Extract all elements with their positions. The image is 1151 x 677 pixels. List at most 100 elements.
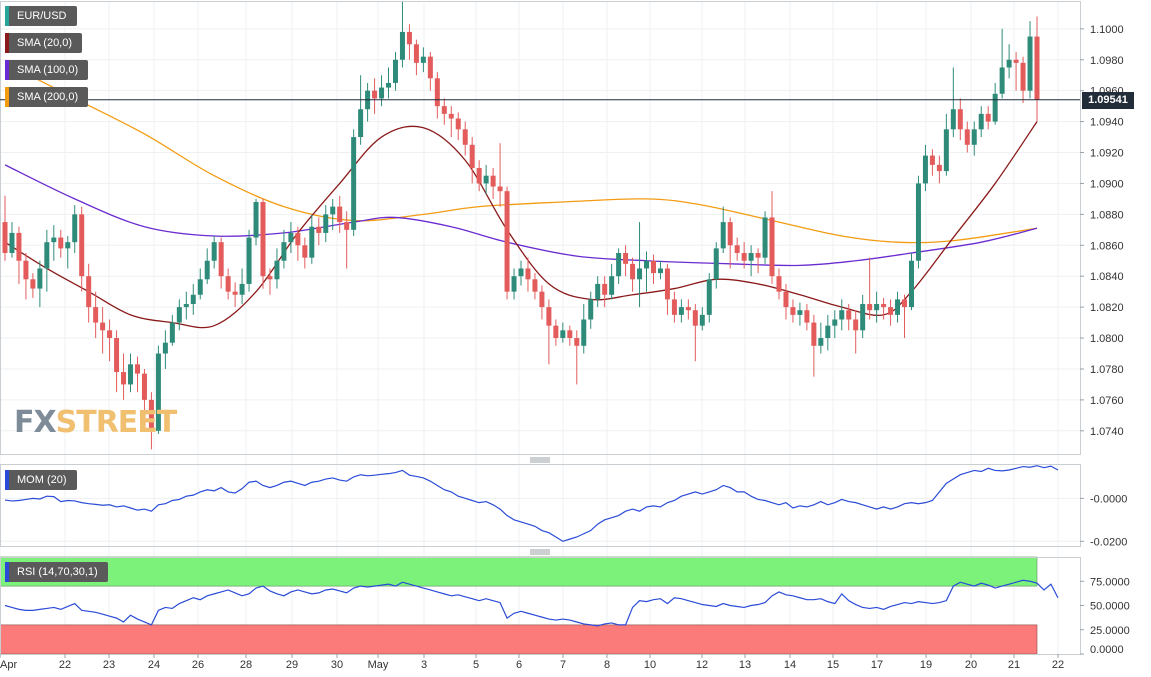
candle-body bbox=[637, 268, 643, 280]
candle-body bbox=[818, 338, 824, 346]
x-tick-label: 14 bbox=[784, 659, 796, 671]
panel-splitter-2[interactable] bbox=[530, 549, 550, 555]
label-sma100[interactable]: SMA (100,0) bbox=[5, 60, 89, 80]
label-pair[interactable]: EUR/USD bbox=[5, 6, 77, 26]
x-tick-label: 24 bbox=[148, 659, 160, 671]
candle-body bbox=[51, 237, 57, 243]
candle-body bbox=[504, 191, 510, 292]
candle-body bbox=[114, 338, 120, 373]
candle bbox=[818, 322, 824, 354]
candle-body bbox=[999, 67, 1005, 94]
candle bbox=[832, 310, 838, 339]
candle bbox=[657, 260, 663, 280]
candle-body bbox=[657, 268, 663, 274]
candle bbox=[943, 113, 949, 176]
candle bbox=[671, 291, 677, 323]
candle-body bbox=[720, 222, 726, 249]
panel-splitter-1[interactable] bbox=[530, 457, 550, 463]
x-tick-label: 10 bbox=[644, 659, 656, 671]
candle bbox=[260, 198, 266, 289]
label-sma200[interactable]: SMA (200,0) bbox=[5, 87, 89, 107]
candle bbox=[295, 226, 301, 261]
fxstreet-logo: FXSTREET bbox=[14, 405, 177, 440]
candle-body bbox=[748, 253, 754, 261]
candle bbox=[134, 356, 140, 393]
candle-body bbox=[650, 260, 656, 274]
candle-body bbox=[79, 214, 85, 277]
candle-body bbox=[44, 242, 50, 269]
y-tick-label: 1.0860 bbox=[1090, 240, 1124, 252]
candle bbox=[476, 160, 482, 192]
candle-body bbox=[1013, 59, 1019, 63]
candle bbox=[741, 242, 747, 269]
sma200-line bbox=[4, 62, 1038, 244]
candle bbox=[727, 217, 733, 269]
label-mom-text: MOM (20) bbox=[17, 474, 67, 486]
y-tick-label: 1.0880 bbox=[1090, 209, 1124, 221]
x-tick-label: 28 bbox=[240, 659, 252, 671]
candle-body bbox=[630, 263, 636, 280]
rsi-series bbox=[4, 579, 1059, 627]
x-tick-label: 13 bbox=[739, 659, 751, 671]
y-axis-main: 1.0740 1.0760 1.0780 1.0800 1.0820 1.0840 1.08… bbox=[1080, 24, 1124, 438]
candle bbox=[553, 319, 559, 346]
candle bbox=[985, 106, 991, 130]
x-tick-label: 15 bbox=[827, 659, 839, 671]
candle-body bbox=[776, 276, 782, 292]
candle-body bbox=[483, 175, 489, 184]
x-axis: Apr 22 23 24 26 28 29 30 May 3 5 6 7 8 10 12 13 14 15 17 19 2… bbox=[0, 654, 1064, 671]
candle-body bbox=[65, 242, 71, 249]
candle-body bbox=[874, 304, 880, 311]
candle bbox=[51, 225, 57, 261]
candle-body bbox=[902, 299, 908, 308]
candle bbox=[692, 304, 698, 362]
candle-body bbox=[895, 299, 901, 315]
candle bbox=[267, 268, 273, 295]
candle bbox=[922, 144, 928, 192]
y-tick-label: 1.0760 bbox=[1090, 395, 1124, 407]
candle-body bbox=[218, 242, 224, 277]
candle-body bbox=[93, 307, 99, 323]
label-sma20[interactable]: SMA (20,0) bbox=[5, 33, 83, 53]
candle bbox=[992, 82, 998, 125]
candle-body bbox=[351, 137, 357, 230]
candle bbox=[567, 325, 573, 346]
candle-body bbox=[644, 260, 650, 269]
candle-body bbox=[169, 322, 175, 343]
x-tick-label: 19 bbox=[920, 659, 932, 671]
candle bbox=[623, 245, 629, 277]
mom-panel bbox=[0, 464, 1080, 546]
candle-body bbox=[1034, 36, 1040, 100]
candle bbox=[114, 330, 120, 393]
candle bbox=[399, 1, 405, 68]
candle-body bbox=[727, 222, 733, 246]
candle-body bbox=[741, 253, 747, 261]
candle-body bbox=[511, 276, 517, 292]
candle bbox=[915, 175, 921, 269]
candle bbox=[281, 229, 287, 269]
candle-body bbox=[908, 260, 914, 308]
candle-body bbox=[518, 268, 524, 277]
candle bbox=[462, 121, 468, 156]
candle-body bbox=[497, 186, 503, 192]
y-tick-label: 1.0840 bbox=[1090, 271, 1124, 283]
candle bbox=[581, 304, 587, 354]
candle bbox=[999, 28, 1005, 99]
candle bbox=[246, 229, 252, 292]
label-rsi[interactable]: RSI (14,70,30,1) bbox=[5, 562, 108, 582]
candle-body bbox=[309, 226, 315, 258]
candle bbox=[65, 236, 71, 269]
candle bbox=[971, 121, 977, 156]
candle-body bbox=[302, 245, 308, 258]
candle-body bbox=[671, 299, 677, 315]
candle-body bbox=[734, 245, 740, 254]
candle bbox=[413, 39, 419, 76]
candle bbox=[100, 307, 106, 354]
candle bbox=[867, 257, 873, 320]
label-mom[interactable]: MOM (20) bbox=[5, 470, 77, 490]
candle-body bbox=[413, 44, 419, 63]
y-axis-rsi: 75.0000 50.0000 25.0000 0.0000 bbox=[1080, 576, 1130, 656]
candle-body bbox=[23, 260, 29, 280]
candle-body bbox=[881, 304, 887, 308]
y-axis-mom: -0.0000 -0.0200 bbox=[1080, 493, 1127, 548]
